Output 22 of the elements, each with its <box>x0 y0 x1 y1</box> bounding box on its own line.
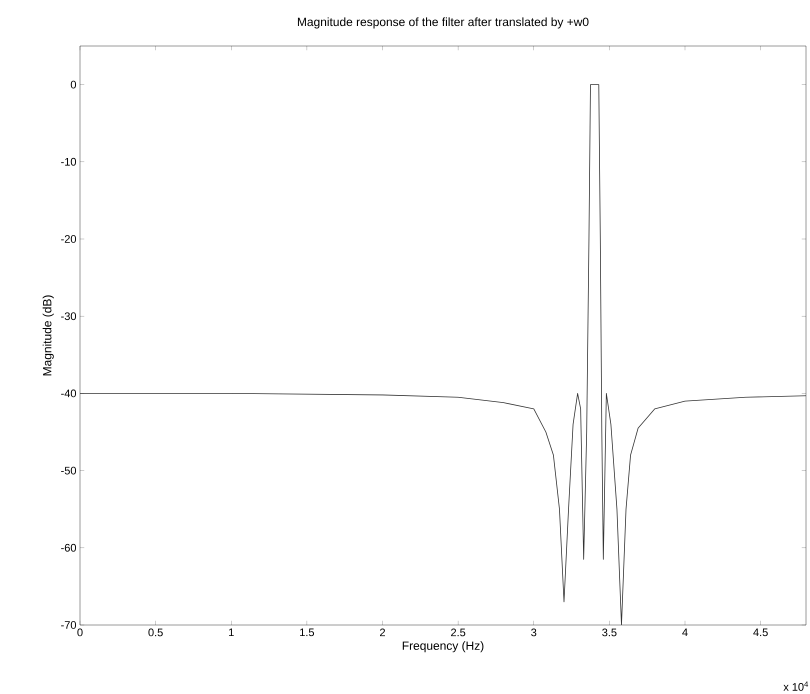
y-axis-title: Magnitude (dB) <box>42 295 54 376</box>
y-tick-label: -70 <box>61 621 76 629</box>
y-tick-label: -10 <box>61 158 76 166</box>
x-tick-label: 1 <box>229 628 234 636</box>
chart-title: Magnitude response of the filter after translated by +w0 <box>298 17 589 29</box>
y-tick-label: -40 <box>61 390 76 398</box>
y-tick-label: -50 <box>61 466 76 474</box>
text: x 10$^{4}$ <box>783 681 808 691</box>
x-axis-title: Frequency (Hz) <box>402 641 484 652</box>
y-tick-label: -60 <box>61 544 76 552</box>
x-tick-label: 0.5 <box>148 628 163 636</box>
y-tick-label: -30 <box>61 312 76 320</box>
y-tick-label: -20 <box>61 235 76 243</box>
y-tick-label: 0 <box>70 80 76 88</box>
x-tick-label: 0 <box>77 628 83 636</box>
x-tick-label: 2 <box>380 628 385 636</box>
x-tick-label: 1.5 <box>300 628 314 636</box>
x-tick-label: 3 <box>531 628 536 636</box>
x-tick-label: 4 <box>682 628 688 636</box>
x-tick-label: 4.5 <box>753 628 768 636</box>
x-tick-label: 2.5 <box>451 628 466 636</box>
x-tick-label: 3.5 <box>602 628 617 636</box>
